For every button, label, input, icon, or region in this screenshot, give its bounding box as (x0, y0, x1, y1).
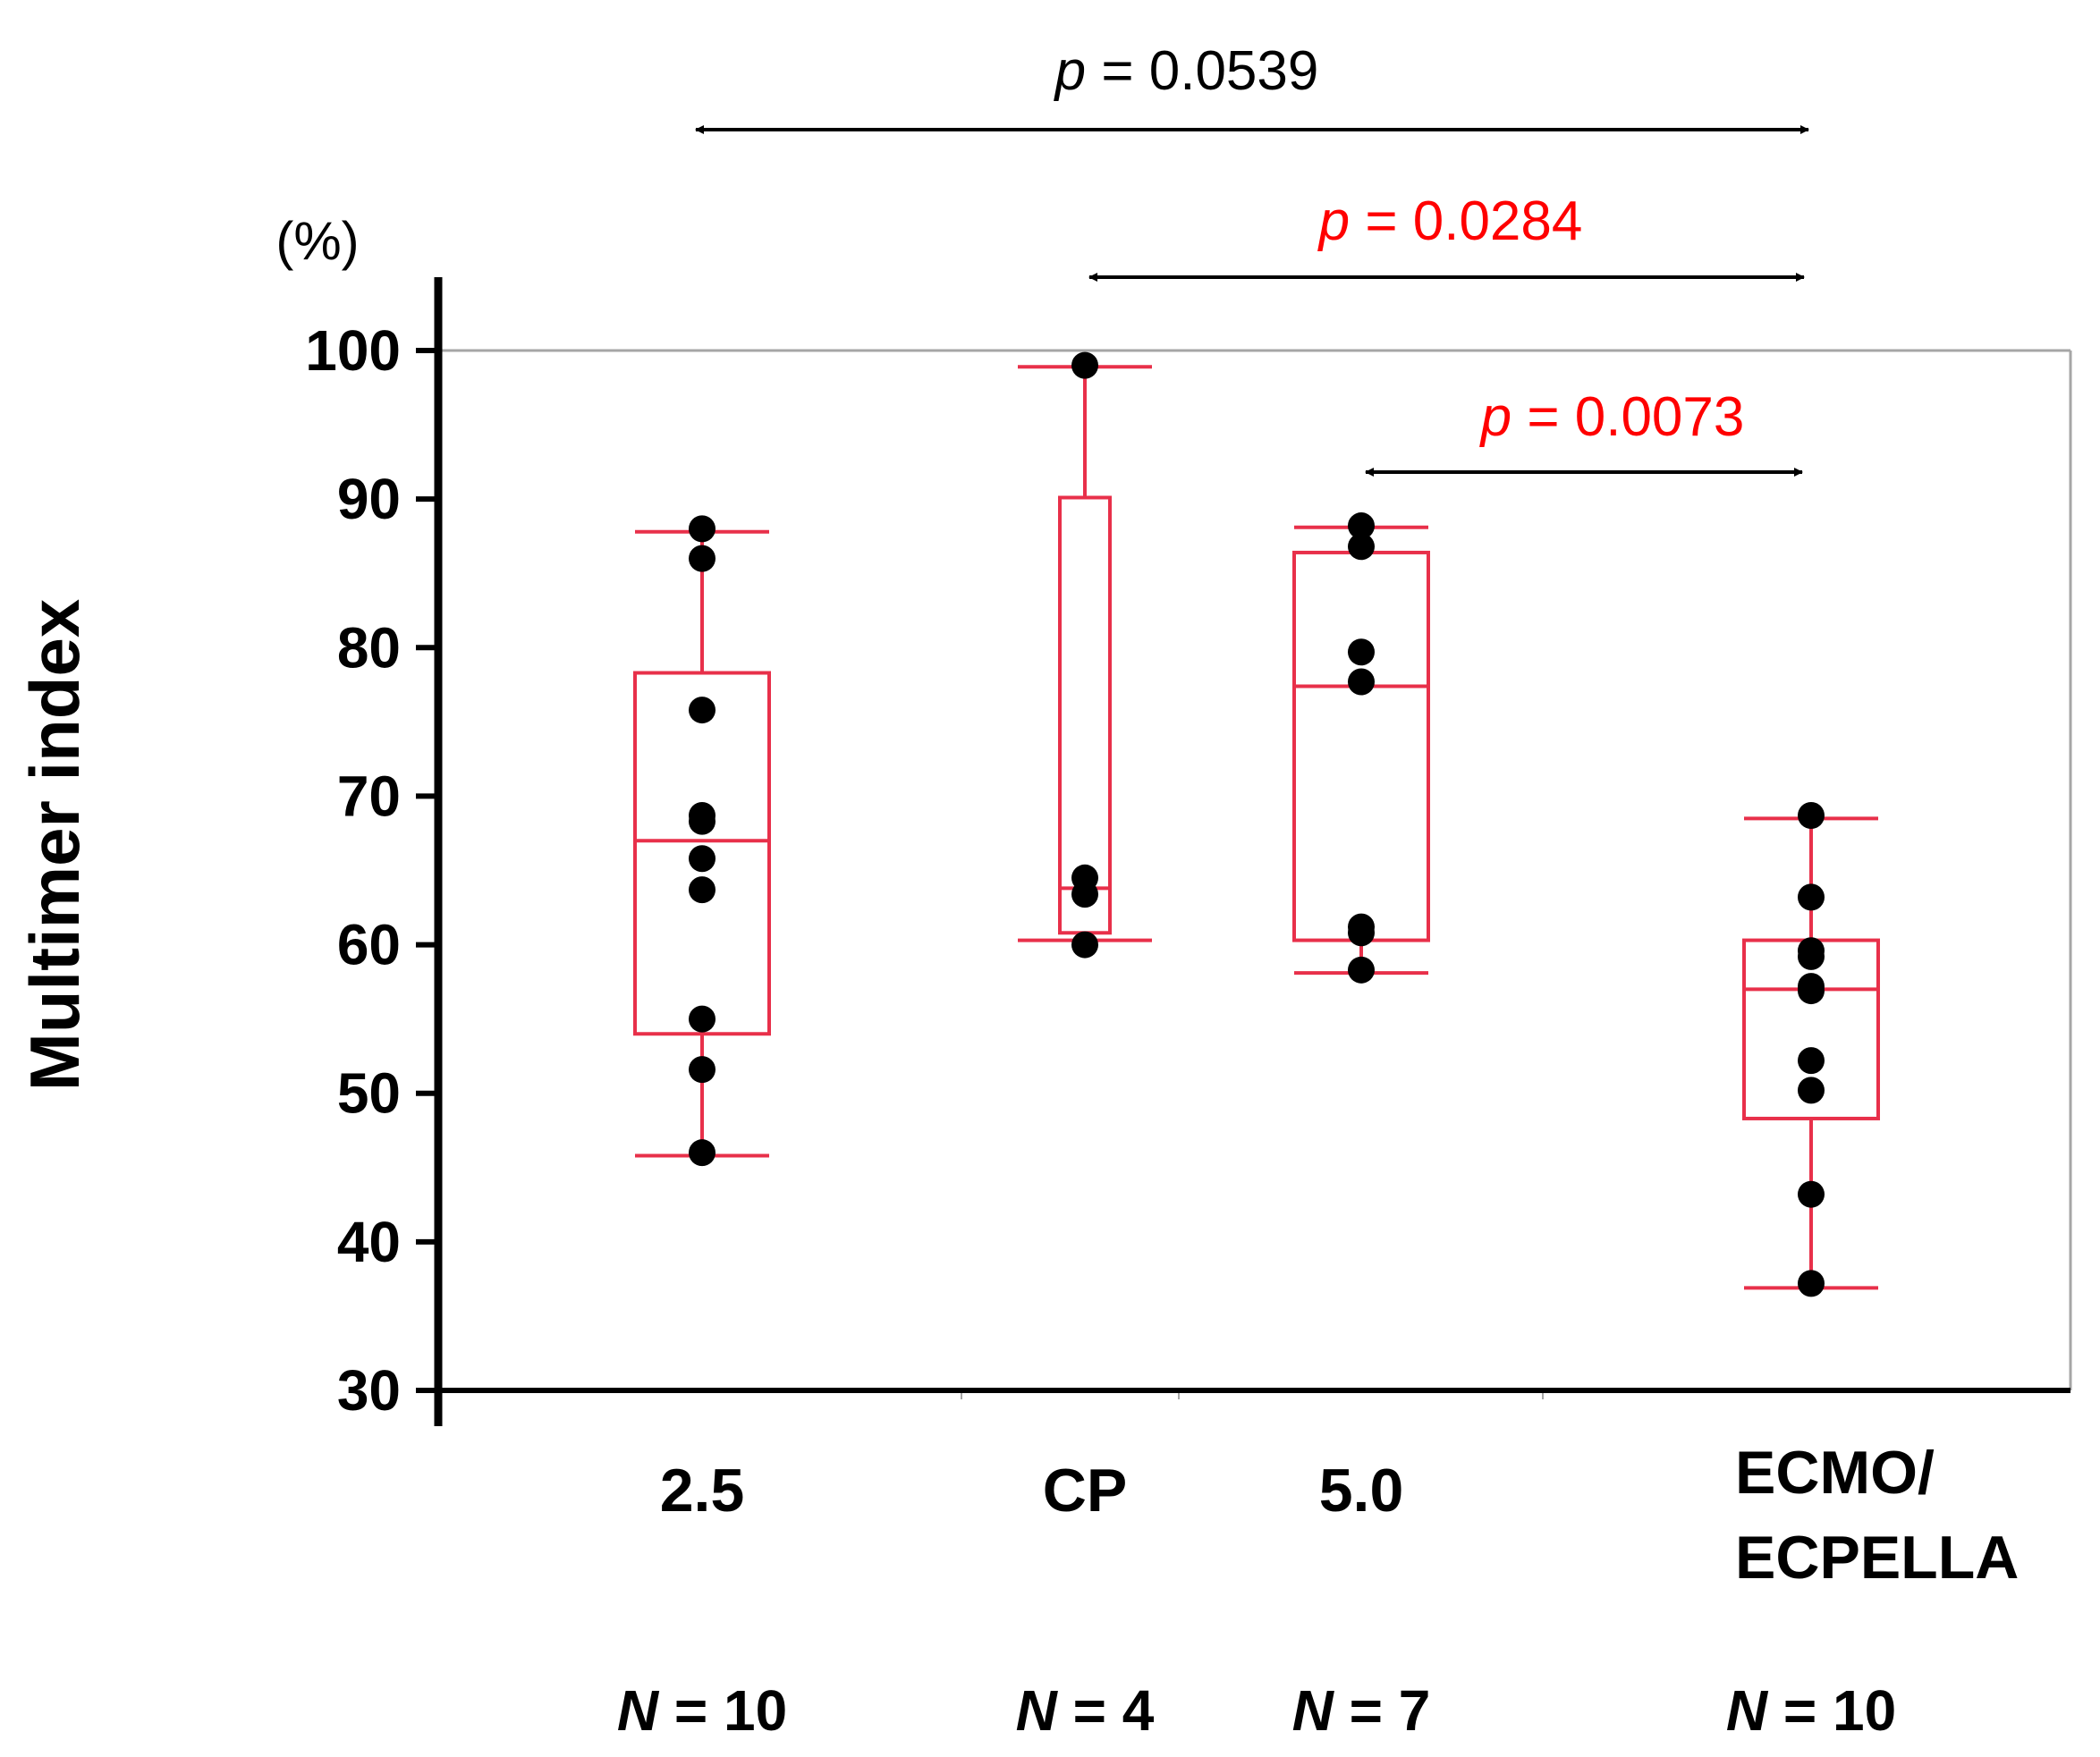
y-tick-label: 70 (337, 764, 401, 828)
n-label: N = 7 (1292, 1678, 1431, 1743)
data-point (689, 1005, 716, 1033)
y-axis-title: Multimer index (15, 599, 94, 1091)
n-label: N = 4 (1016, 1678, 1155, 1743)
box-iqr (633, 671, 771, 1036)
data-point (1348, 533, 1375, 561)
p-value-label: p = 0.0539 (1054, 40, 1319, 102)
data-point (1798, 1180, 1825, 1208)
data-point (689, 515, 716, 543)
data-point (689, 545, 716, 572)
p-value: = 0.0073 (1527, 386, 1744, 448)
data-point (689, 807, 716, 835)
y-axis-unit: (%) (275, 211, 359, 271)
data-point (1348, 638, 1375, 666)
n-value: = 7 (1350, 1678, 1431, 1743)
n-symbol: N (1726, 1678, 1783, 1743)
data-point (1798, 883, 1825, 911)
data-point (1798, 1077, 1825, 1104)
data-point (1071, 931, 1098, 959)
n-value: = 4 (1073, 1678, 1155, 1743)
boxes-layer (633, 365, 1880, 1290)
data-point (1348, 512, 1375, 540)
p-value-label: p = 0.0073 (1479, 386, 1745, 448)
box-group (1018, 365, 1152, 942)
data-point (1348, 919, 1375, 947)
n-value: = 10 (674, 1678, 787, 1743)
p-symbol: p (1317, 190, 1366, 252)
x-category-label: 2.5 (660, 1457, 745, 1525)
x-category-label: ECMO/ (1735, 1439, 1935, 1507)
y-tick-label: 60 (337, 913, 401, 977)
data-point (689, 845, 716, 873)
n-symbol: N (1016, 1678, 1073, 1743)
data-point (1348, 668, 1375, 696)
y-tick-label: 100 (305, 318, 401, 383)
p-value: = 0.0284 (1365, 190, 1582, 252)
data-point (689, 697, 716, 724)
data-point (1798, 1047, 1825, 1075)
p-symbol: p (1479, 386, 1528, 448)
data-point (1071, 881, 1098, 908)
data-point (689, 1056, 716, 1084)
data-point (1798, 802, 1825, 830)
n-symbol: N (1292, 1678, 1350, 1743)
x-labels-layer: 2.5 N = 10 CP N = 4 5.0 N = 7 ECMO/ECPELLA N = … (617, 1439, 2020, 1743)
p-value: = 0.0539 (1101, 40, 1318, 102)
x-category-label: CP (1043, 1457, 1127, 1525)
p-value-label: p = 0.0284 (1317, 190, 1583, 252)
data-point (1798, 942, 1825, 970)
n-label: N = 10 (1726, 1678, 1896, 1743)
box-group (1292, 525, 1430, 976)
y-tick-label: 40 (337, 1210, 401, 1274)
data-point (689, 876, 716, 904)
y-tick-label: 50 (337, 1061, 401, 1126)
n-symbol: N (617, 1678, 674, 1743)
data-point (689, 1139, 716, 1167)
box-iqr (1292, 550, 1430, 942)
data-point (1071, 351, 1098, 379)
data-point (1798, 1270, 1825, 1297)
y-tick-label: 30 (337, 1358, 401, 1423)
y-tick-label: 80 (337, 615, 401, 680)
y-axis-layer: 100 90 80 70 60 50 40 30 (305, 277, 443, 1426)
n-value: = 10 (1783, 1678, 1896, 1743)
y-tick-label: 90 (337, 467, 401, 531)
p-symbol: p (1054, 40, 1102, 102)
x-category-label: 5.0 (1319, 1457, 1404, 1525)
n-label: N = 10 (617, 1678, 787, 1743)
x-category-label: ECPELLA (1735, 1524, 2019, 1592)
plot-frame-layer (438, 349, 2072, 1399)
data-point (1798, 977, 1825, 1005)
data-point (1348, 956, 1375, 984)
points-layer (689, 351, 1825, 1297)
